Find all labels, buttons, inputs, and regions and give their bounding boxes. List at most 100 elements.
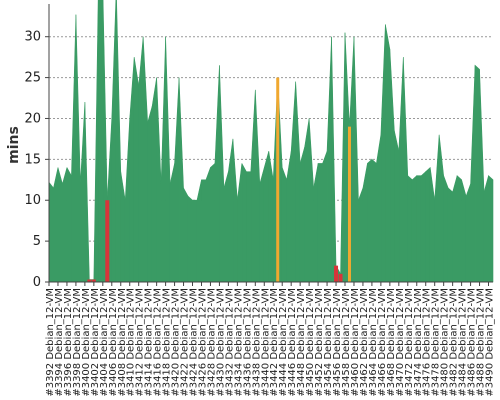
area-segment [228, 138, 234, 283]
failed-build-marker [334, 265, 339, 282]
area-segment [317, 163, 323, 283]
area-segment [362, 163, 368, 283]
area-segment [438, 134, 444, 283]
x-tick-label: #3426 Debian_12-VM [197, 288, 208, 397]
area-segment [205, 167, 211, 283]
y-tick-label: 5 [33, 234, 41, 249]
x-axis: #3392 Debian_12-VM#3394 Debian_12-VM #339… [45, 281, 496, 397]
area-segment [192, 199, 198, 283]
x-tick-label: #3412 Debian_12-VM [135, 288, 146, 397]
area-segment [151, 77, 157, 283]
x-tick-label: #3462 Debian_12-VM [359, 288, 370, 397]
area-segment [129, 57, 135, 283]
x-tick-label: #3444 Debian_12-VM [278, 288, 289, 397]
x-tick-label: #3394 Debian_12-VM [54, 288, 65, 397]
x-tick-label: #3400 Debian_12-VM [81, 288, 92, 397]
area-segment [111, 0, 117, 283]
x-tick-label: #3454 Debian_12-VM [323, 288, 334, 397]
area-segment [394, 130, 400, 283]
area-segment [403, 57, 409, 283]
x-tick-label: #3446 Debian_12-VM [287, 288, 298, 397]
area-segment [281, 167, 287, 283]
area-segment [196, 179, 202, 283]
area-segment [187, 195, 193, 283]
x-tick-label: #3430 Debian_12-VM [215, 288, 226, 397]
area-segment [456, 175, 462, 283]
area-segment [133, 57, 139, 283]
failed-build-marker [91, 279, 96, 282]
area-segment [452, 175, 458, 283]
area-segment [295, 81, 301, 283]
area-segment [75, 14, 81, 283]
x-tick-label: #3458 Debian_12-VM [341, 288, 352, 397]
x-tick-label: #3398 Debian_12-VM [72, 288, 83, 397]
area-segment [160, 36, 166, 283]
area-segment [237, 163, 243, 283]
area-segment [461, 179, 467, 283]
x-tick-label: #3478 Debian_12-VM [431, 288, 442, 397]
area-segment [411, 175, 418, 283]
area-segment [62, 167, 68, 283]
area-segment [71, 14, 77, 283]
area-segment [219, 65, 225, 283]
area-layer [48, 0, 494, 283]
area-segment [380, 24, 386, 283]
area-segment [48, 181, 54, 283]
area-segment [124, 118, 131, 283]
x-tick-label: #3434 Debian_12-VM [233, 288, 244, 397]
x-tick-label: #3392 Debian_12-VM [45, 288, 56, 397]
y-tick-label: 30 [24, 30, 41, 45]
area-segment [340, 32, 346, 283]
area-segment [447, 187, 453, 283]
area-segment [263, 151, 270, 283]
area-segment [286, 151, 292, 283]
area-segment [389, 48, 395, 283]
area-segment [358, 187, 364, 283]
x-tick-label: #3460 Debian_12-VM [350, 288, 361, 397]
x-tick-label: #3406 Debian_12-VM [108, 288, 119, 397]
unstable-build-marker [276, 77, 280, 283]
x-tick-label: #3490 Debian_12-VM [485, 288, 496, 397]
area-segment [98, 0, 104, 283]
area-segment [407, 175, 413, 283]
area-segment [465, 183, 471, 283]
x-tick-label: #3476 Debian_12-VM [422, 288, 433, 397]
x-tick-label: #3402 Debian_12-VM [90, 288, 101, 397]
area-segment [57, 167, 63, 283]
area-segment [165, 36, 171, 283]
x-tick-label: #3484 Debian_12-VM [458, 288, 469, 397]
area-segment [115, 0, 122, 283]
area-segment [201, 179, 207, 283]
area-segment [178, 77, 184, 283]
x-tick-label: #3410 Debian_12-VM [126, 288, 137, 397]
area-segment [290, 81, 296, 283]
y-tick-label: 20 [24, 111, 41, 126]
area-segment [210, 162, 216, 283]
area-segment [483, 175, 489, 283]
y-tick-label: 25 [24, 71, 41, 86]
unstable-build-marker [347, 126, 351, 282]
y-axis: 0 5 10 15 20 25 30 [24, 4, 50, 290]
x-tick-label: #3422 Debian_12-VM [180, 288, 191, 397]
area-segment [434, 134, 440, 283]
x-tick-label: #3474 Debian_12-VM [413, 288, 424, 397]
x-tick-label: #3428 Debian_12-VM [206, 288, 217, 397]
area-segment [246, 171, 252, 283]
y-tick-label: 15 [24, 152, 41, 167]
x-tick-label: #3452 Debian_12-VM [314, 288, 325, 397]
area-segment [156, 77, 162, 283]
area-segment [183, 187, 189, 283]
area-segment [443, 175, 449, 283]
area-segment [398, 57, 404, 283]
x-tick-label: #3456 Debian_12-VM [332, 288, 343, 397]
area-segment [138, 36, 144, 283]
x-tick-label: #3416 Debian_12-VM [153, 288, 164, 397]
x-tick-label: #3404 Debian_12-VM [99, 288, 110, 397]
area-segment [308, 118, 314, 283]
area-segment [420, 170, 427, 283]
failed-build-marker [338, 273, 343, 282]
x-tick-label: #3470 Debian_12-VM [395, 288, 406, 397]
x-tick-label: #3448 Debian_12-VM [296, 288, 307, 397]
area-segment [268, 151, 274, 283]
